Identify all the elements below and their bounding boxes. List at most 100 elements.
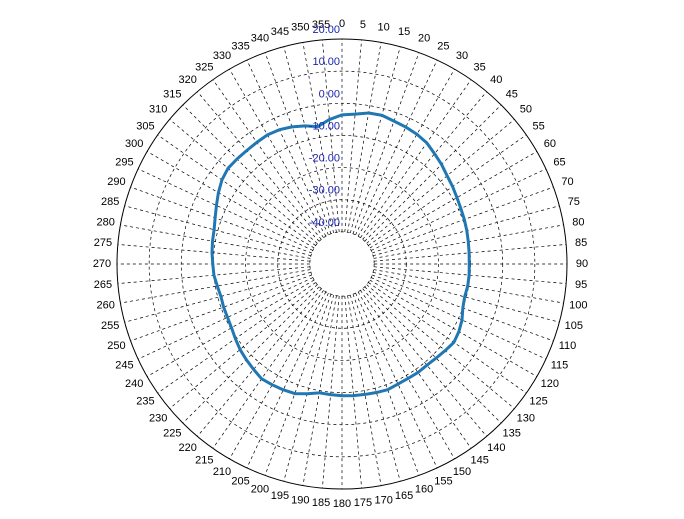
angle-label: 265 [94,279,112,291]
grid-spoke [146,151,315,249]
grid-spoke [344,39,362,233]
angle-label: 210 [213,466,231,478]
angle-label: 260 [96,300,114,312]
series-layer [210,111,471,398]
angle-label: 185 [312,497,330,509]
angle-label: 90 [576,258,588,270]
angle-label: 305 [136,120,154,132]
angle-label: 240 [125,378,143,390]
grid-spoke [302,295,337,486]
grid-spoke [130,274,312,342]
grid-spoke [157,134,316,246]
angle-label: 40 [490,74,502,86]
angle-label: 165 [395,490,413,502]
radial-tick-label: 20.00 [312,24,340,36]
grid-spoke [369,279,538,377]
grid-spoke [283,294,335,482]
grid-spoke [368,134,527,246]
grid-spoke [120,224,311,259]
angle-label: 295 [115,157,133,169]
radial-labels: -40.00 -30.00 -20.00 -10.00 0.00 10.00 20.00 [309,24,340,229]
angle-label: 70 [561,176,573,188]
grid-spoke [372,186,554,254]
angle-label: 350 [291,22,309,34]
angle-label: 125 [529,396,547,408]
grid-ring [309,231,375,297]
grid-spoke [169,119,318,244]
angle-label: 335 [231,40,249,52]
angle-label: 60 [544,138,556,150]
angle-label: 150 [453,466,471,478]
grid-spoke [283,46,335,234]
grid-ring [245,167,439,361]
angle-label: 310 [149,104,167,116]
angle-label: 95 [575,279,587,291]
angle-label: 205 [231,476,249,488]
angle-label: 0 [339,18,345,30]
angle-label: 275 [94,237,112,249]
grid-spoke [355,292,438,469]
grid-spoke [352,52,420,234]
angle-label: 105 [565,320,583,332]
grid-spoke [355,59,438,236]
grid-spoke [344,295,362,489]
radial-tick-label: 0.00 [319,88,340,100]
angle-label: 285 [101,196,119,208]
angle-label: 30 [456,50,468,62]
angle-label: 225 [163,428,181,440]
grid-spoke [229,291,327,460]
grid-spoke [137,168,314,251]
angle-label: 270 [93,258,111,270]
angle-label: 330 [213,50,231,62]
grid-spoke [366,284,515,409]
angle-label: 135 [503,428,521,440]
angle-label: 170 [374,494,392,506]
angle-label: 325 [195,61,213,73]
grid-spoke [360,79,472,238]
angle-label: 55 [532,120,544,132]
angle-label: 355 [312,19,330,31]
angle-label: 115 [551,359,569,371]
grid-spoke [362,91,487,240]
grid-spoke [229,68,327,237]
angle-label: 300 [125,138,143,150]
grid-spoke [212,290,324,449]
angle-label: 85 [575,237,587,249]
angle-label: 200 [251,484,269,496]
grid-spoke [352,294,420,476]
grid-spoke [124,205,312,257]
grid-ring [213,135,471,393]
angle-label: 50 [520,104,532,116]
grid-spoke [364,104,502,242]
grid-spoke [349,294,401,482]
grid-spoke [357,291,455,460]
angle-label: 320 [179,74,197,86]
grid-spoke [264,52,332,234]
grid-spoke [372,271,560,323]
angle-label: 130 [517,412,535,424]
grid-spoke [364,286,502,424]
radial-tick-label: -20.00 [309,153,340,165]
grid-spoke [360,290,472,449]
grid-spoke [124,271,312,323]
angle-label: 145 [470,455,488,467]
grid-spoke [157,282,316,394]
angle-label: 255 [101,320,119,332]
angle-label: 220 [179,442,197,454]
angle-label: 345 [271,26,289,38]
radial-tick-label: -30.00 [309,185,340,197]
angle-label: 10 [378,22,390,34]
grid-spoke [349,46,401,234]
grid-spoke [347,42,382,233]
angle-label: 25 [437,40,449,52]
radial-tick-label: 10.00 [312,56,340,68]
radial-tick-label: -40.00 [309,217,340,229]
grid-spoke [366,119,515,244]
angle-label: 235 [136,396,154,408]
grid-spoke [120,269,311,304]
angle-label: 290 [107,176,125,188]
angle-label: 340 [251,32,269,44]
grid-ring [148,70,536,458]
